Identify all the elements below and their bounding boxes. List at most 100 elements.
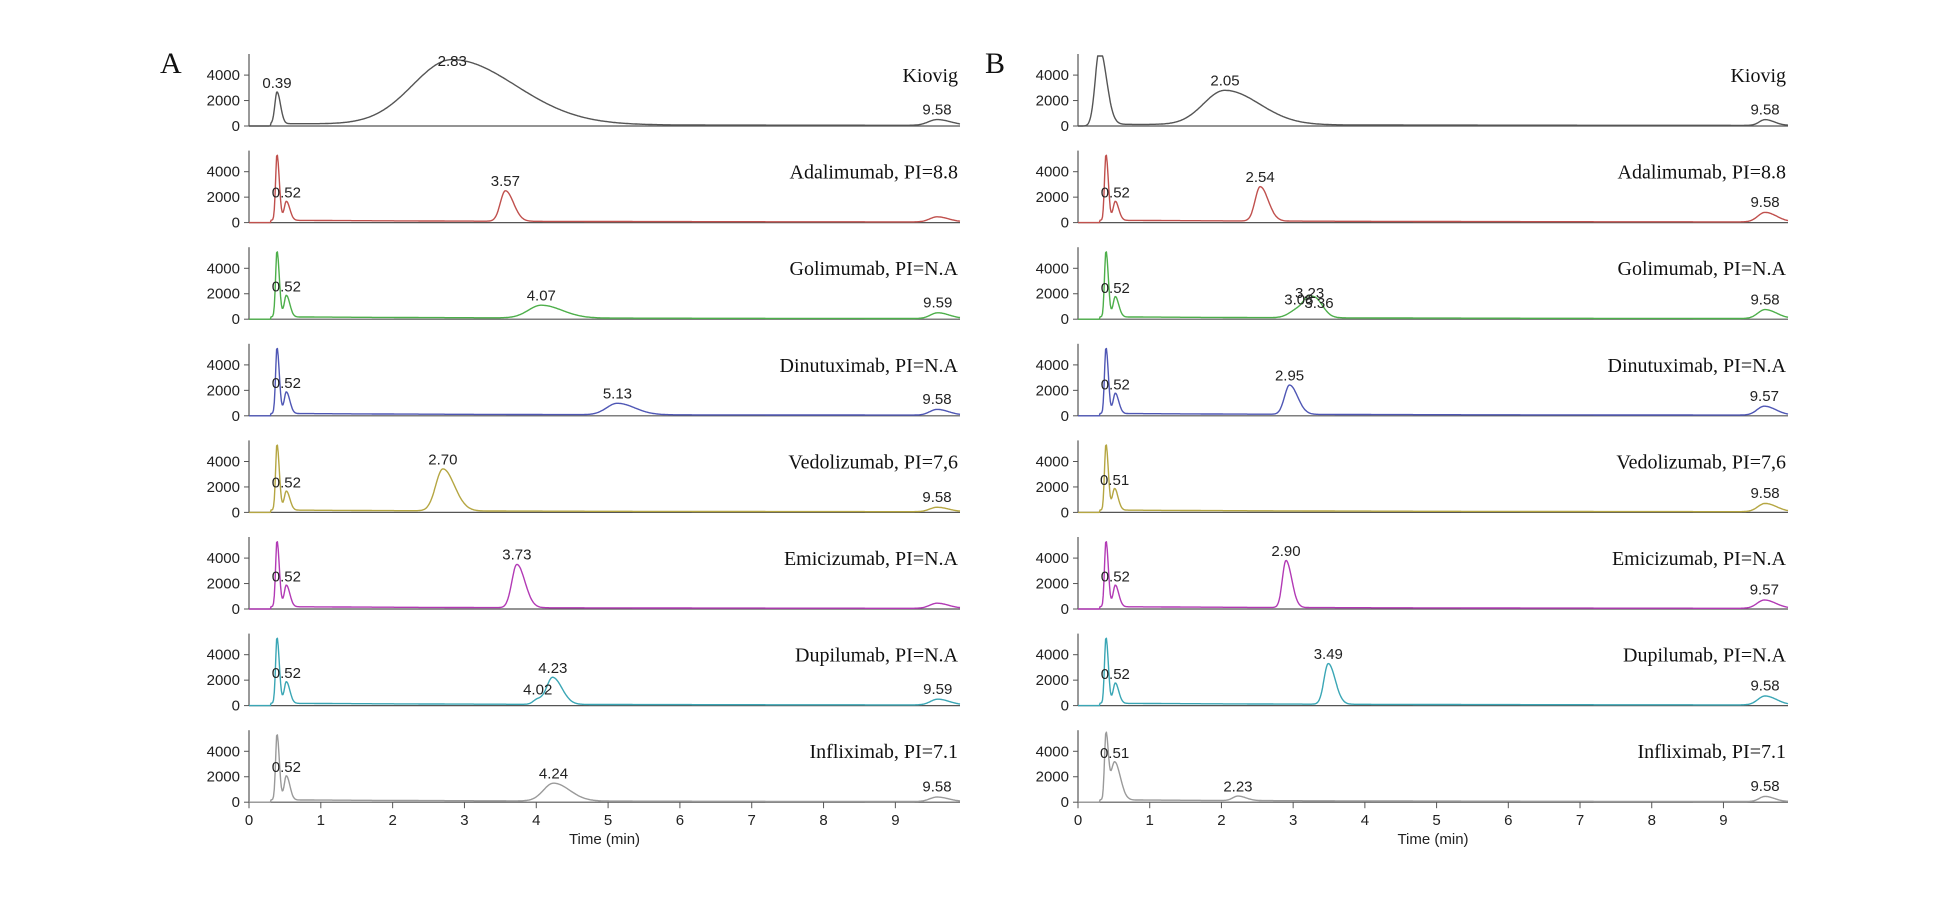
y-tick-label: 2000 xyxy=(207,672,240,689)
peak-label: 0.52 xyxy=(272,759,301,776)
x-tick-label: 2 xyxy=(388,812,396,829)
y-tick-label: 2000 xyxy=(1036,769,1069,786)
y-tick-label: 4000 xyxy=(207,164,240,181)
peak-label: 2.54 xyxy=(1246,169,1275,186)
y-tick-label: 2000 xyxy=(207,286,240,303)
peak-label: 2.23 xyxy=(1223,779,1252,796)
y-tick-label: 0 xyxy=(232,311,240,328)
x-tick-label: 6 xyxy=(676,812,684,829)
trace-row: 0 2000 4000 Adalimumab, PI=8.8 0.52 2.54 9.58 xyxy=(1036,150,1789,232)
y-tick-label: 0 xyxy=(232,504,240,521)
trace-line xyxy=(249,58,961,127)
peak-label: 0.52 xyxy=(272,375,301,392)
trace-line xyxy=(249,251,961,320)
series-name: Infliximab, PI=7.1 xyxy=(1638,741,1787,763)
trace-row: 0 2000 4000 Emicizumab, PI=N.A 0.52 3.73 xyxy=(207,537,961,618)
peak-label: 9.58 xyxy=(922,101,951,118)
trace-row: 0 2000 4000 Adalimumab, PI=8.8 0.52 3.57 xyxy=(207,150,961,232)
peak-label: 0.52 xyxy=(1101,185,1130,202)
y-tick-label: 4000 xyxy=(207,743,240,760)
x-tick-label: 0 xyxy=(245,812,253,829)
x-tick-label: 3 xyxy=(1289,812,1297,829)
peak-label: 5.13 xyxy=(603,385,632,402)
series-name: Emicizumab, PI=N.A xyxy=(1612,548,1787,570)
peak-label: 4.23 xyxy=(538,660,567,677)
y-tick-label: 0 xyxy=(232,408,240,425)
peak-label: 0.52 xyxy=(1101,280,1130,297)
y-tick-label: 2000 xyxy=(1036,286,1069,303)
x-tick-label: 1 xyxy=(317,812,325,829)
y-tick-label: 2000 xyxy=(1036,93,1069,110)
series-name: Golimumab, PI=N.A xyxy=(1618,258,1787,280)
x-tick-label: 7 xyxy=(1576,812,1584,829)
trace-line xyxy=(249,734,961,803)
y-tick-label: 4000 xyxy=(1036,260,1069,277)
y-tick-label: 0 xyxy=(232,118,240,135)
trace-line xyxy=(1078,637,1789,707)
peak-label: 9.57 xyxy=(1750,582,1779,599)
peak-label: 9.58 xyxy=(1750,778,1779,795)
trace-row: 0 2000 4000 Infliximab, PI=7.1 0.52 4.24 9.58 xyxy=(207,730,961,811)
y-tick-label: 4000 xyxy=(1036,164,1069,181)
peak-label: 9.58 xyxy=(1750,101,1779,118)
peak-label: 9.58 xyxy=(1750,678,1779,695)
y-tick-label: 0 xyxy=(1061,794,1069,811)
trace-line xyxy=(1078,731,1789,803)
peak-label: 3.23 xyxy=(1295,285,1324,302)
peak-label: 0.52 xyxy=(272,474,301,491)
peak-label: 4.24 xyxy=(539,765,568,782)
peak-label: 9.58 xyxy=(922,489,951,506)
peak-label: 2.95 xyxy=(1275,368,1304,385)
trace-line xyxy=(1078,55,1788,127)
panel-letter: B xyxy=(985,47,1005,80)
y-tick-label: 4000 xyxy=(1036,453,1069,470)
y-tick-label: 4000 xyxy=(207,357,240,374)
x-tick-label: 9 xyxy=(891,812,899,829)
x-tick-label: 8 xyxy=(1648,812,1656,829)
trace-row: 0 2000 4000 Dupilumab, PI=N.A 0.52 4.02 4.23 9.… xyxy=(207,633,961,715)
y-tick-label: 4000 xyxy=(1036,550,1069,567)
peak-label: 0.39 xyxy=(262,75,291,92)
peak-label: 3.73 xyxy=(502,547,531,564)
peak-label: 0.51 xyxy=(1100,745,1129,762)
peak-label: 2.70 xyxy=(428,451,457,468)
x-tick-label: 6 xyxy=(1504,812,1512,829)
x-axis-label: Time (min) xyxy=(569,831,640,848)
series-name: Vedolizumab, PI=7,6 xyxy=(1616,451,1786,473)
peak-label: 0.52 xyxy=(272,185,301,202)
series-name: Dupilumab, PI=N.A xyxy=(795,645,958,667)
y-tick-label: 0 xyxy=(1061,311,1069,328)
trace-row: 0 2000 4000 Kiovig 0.39 2.83 9.58 xyxy=(207,53,961,135)
y-tick-label: 0 xyxy=(232,601,240,618)
x-tick-label: 9 xyxy=(1719,812,1727,829)
trace-row: 0 2000 4000 Vedolizumab, PI=7,6 0.51 9.58 xyxy=(1036,440,1789,521)
series-name: Dinutuximab, PI=N.A xyxy=(1608,355,1787,377)
peak-label: 9.57 xyxy=(1750,388,1779,405)
peak-label: 3.36 xyxy=(1304,295,1333,312)
peak-label: 3.08 xyxy=(1284,291,1313,308)
y-tick-label: 0 xyxy=(1061,408,1069,425)
y-tick-label: 4000 xyxy=(1036,743,1069,760)
y-tick-label: 0 xyxy=(1061,215,1069,232)
peak-label: 2.05 xyxy=(1210,73,1239,90)
series-name: Golimumab, PI=N.A xyxy=(790,258,959,280)
x-tick-label: 8 xyxy=(819,812,827,829)
y-tick-label: 2000 xyxy=(207,93,240,110)
peak-label: 0.52 xyxy=(272,279,301,296)
peak-label: 0.52 xyxy=(1101,376,1130,393)
x-tick-label: 1 xyxy=(1146,812,1154,829)
y-tick-label: 2000 xyxy=(207,189,240,206)
series-name: Adalimumab, PI=8.8 xyxy=(1618,162,1787,184)
trace-line xyxy=(249,154,961,224)
series-name: Dinutuximab, PI=N.A xyxy=(780,355,959,377)
y-tick-label: 0 xyxy=(1061,504,1069,521)
peak-label: 9.58 xyxy=(922,779,951,796)
trace-line xyxy=(249,444,961,514)
peak-label: 9.58 xyxy=(922,391,951,408)
x-axis-label: Time (min) xyxy=(1397,831,1468,848)
x-tick-label: 7 xyxy=(748,812,756,829)
peak-label: 9.58 xyxy=(1750,485,1779,502)
y-tick-label: 2000 xyxy=(207,576,240,593)
panel-letter: A xyxy=(160,47,182,80)
